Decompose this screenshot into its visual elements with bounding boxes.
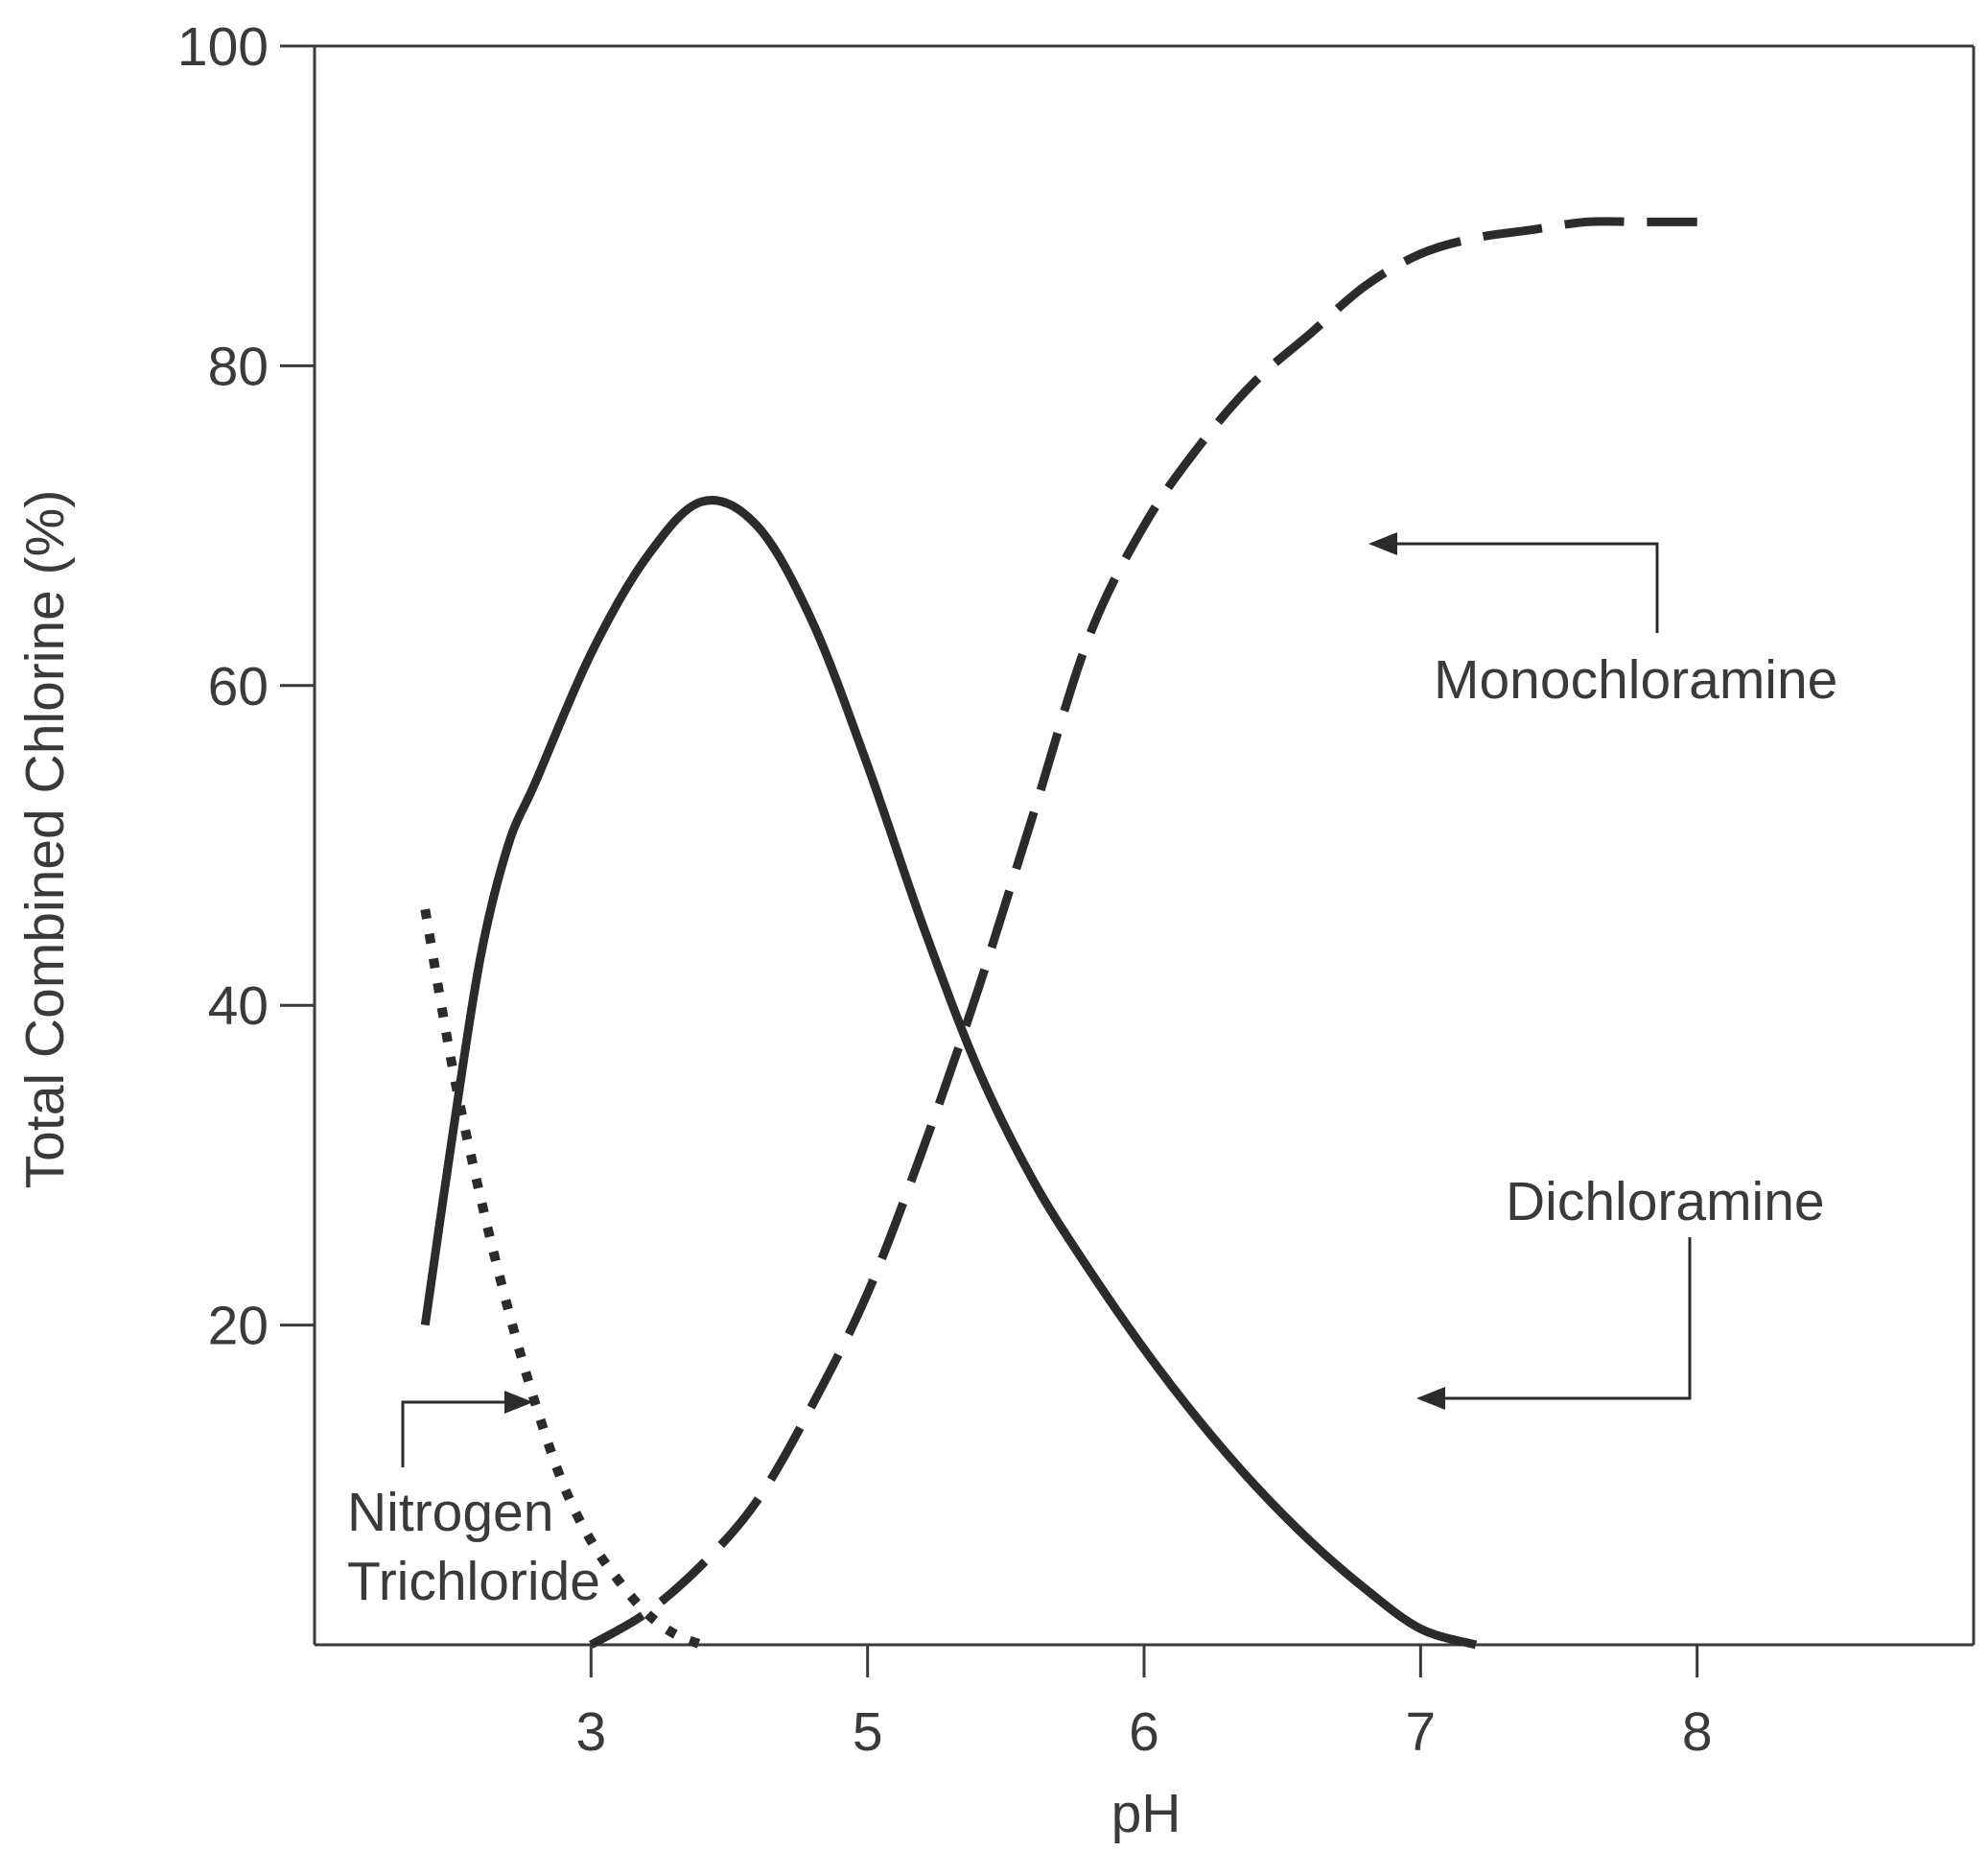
annotation-dichloramine-arrow (1416, 1237, 1692, 1410)
x-tick-label: 3 (575, 1701, 606, 1763)
annotation-monochloramine: Monochloramine (1434, 649, 1837, 711)
annotations: Monochloramine Dichloramine Nitrogen Trichl… (347, 532, 1837, 1612)
series-line-nitrogen-trichloride (420, 908, 704, 1650)
series-line-dichloramine (420, 496, 1478, 1650)
annotation-monochloramine-arrow (1368, 532, 1659, 633)
x-tick-label: 7 (1405, 1701, 1436, 1763)
annotation-nitrogen: Nitrogen (347, 1482, 553, 1543)
annotation-trichloride: Trichloride (347, 1551, 600, 1612)
y-tick-label: 20 (208, 1296, 269, 1357)
x-axis-title: pH (1111, 1783, 1181, 1844)
axes: 20 40 60 80 100 3 5 6 7 8 (177, 16, 1976, 1763)
series-lines (420, 217, 1697, 1650)
annotation-nitrogen-arrow (401, 1391, 533, 1467)
x-tick-label: 8 (1682, 1701, 1713, 1763)
x-tick-label: 5 (853, 1701, 883, 1763)
x-tick-label: 6 (1129, 1701, 1159, 1763)
annotation-dichloramine: Dichloramine (1506, 1171, 1825, 1232)
y-tick-label: 40 (208, 975, 269, 1037)
y-axis-title: Total Combined Chlorine (%) (14, 490, 76, 1189)
y-tick-label: 80 (208, 336, 269, 397)
y-tick-label: 60 (208, 656, 269, 717)
series-line-monochloramine (589, 217, 1697, 1649)
y-tick-label: 100 (177, 16, 269, 78)
